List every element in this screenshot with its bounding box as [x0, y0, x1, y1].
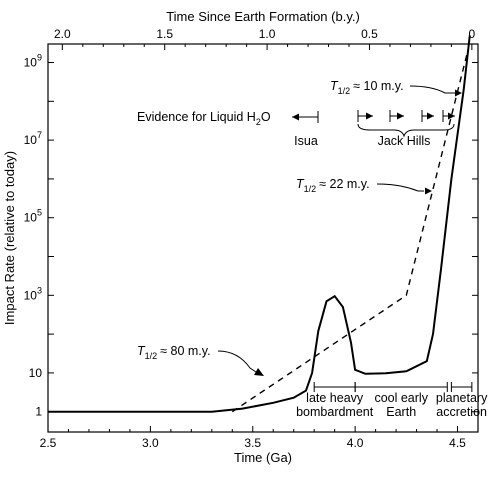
isua-label: Isua: [294, 134, 318, 148]
evidence-label: Evidence for Liquid H2O: [137, 110, 271, 127]
half-life-10-label: T1/2 ≈ 10 m.y.: [330, 79, 404, 96]
period-label-line1-1: cool early: [374, 391, 428, 405]
top-tick-label: 1.5: [156, 27, 173, 41]
y-axis-title: Impact Rate (relative to today): [2, 151, 17, 325]
period-label-line1-2: planetary: [436, 391, 488, 405]
x-tick-label: 2.5: [40, 436, 57, 450]
top-tick-label: 2.0: [54, 27, 71, 41]
half-life-10-head: [455, 89, 462, 97]
jack-hills-label: Jack Hills: [378, 134, 431, 148]
impact-rate-dashed-line: [231, 50, 469, 413]
x-axis-title: Time (Ga): [234, 450, 292, 465]
period-label-line1-0: late heavy: [306, 391, 364, 405]
top-tick-label: 0.5: [361, 27, 378, 41]
half-life-80-head: [254, 368, 264, 376]
top-tick-label: 1.0: [259, 27, 276, 41]
y-tick-label: 107: [24, 130, 42, 147]
impact-rate-solid-line: [48, 35, 471, 413]
jack-hills-head-3: [448, 112, 455, 120]
isua-arrow-head: [292, 113, 299, 121]
top-tick-label: 0: [469, 27, 476, 41]
y-tick-label: 1: [35, 405, 42, 419]
y-tick-label: 109: [24, 53, 42, 70]
plot-frame: [47, 43, 479, 433]
jack-hills-head-1: [397, 112, 404, 120]
half-life-22-leader: [376, 183, 424, 192]
period-label-line2-1: Earth: [386, 405, 416, 419]
x-tick-label: 4.5: [449, 436, 466, 450]
x-tick-label: 3.5: [244, 436, 261, 450]
x-tick-label: 3.0: [142, 436, 159, 450]
half-life-80-label: T1/2 ≈ 80 m.y.: [137, 344, 211, 361]
period-label-line2-0: bombardment: [296, 405, 374, 419]
x-tick-label: 4.0: [347, 436, 364, 450]
half-life-10-leader: [409, 85, 455, 94]
top-axis-title: Time Since Earth Formation (b.y.): [166, 9, 360, 24]
jack-hills-head-2: [427, 112, 434, 120]
half-life-22-label: T1/2 ≈ 22 m.y.: [296, 177, 370, 194]
y-tick-label: 105: [24, 208, 42, 225]
y-tick-label: 10: [29, 366, 43, 380]
half-life-22-head: [425, 187, 432, 195]
jack-hills-head-0: [366, 112, 373, 120]
jack-hills-brace: [357, 123, 455, 138]
y-tick-label: 103: [24, 285, 42, 302]
period-label-line2-2: accretion: [436, 405, 487, 419]
half-life-80-leader: [217, 350, 257, 373]
